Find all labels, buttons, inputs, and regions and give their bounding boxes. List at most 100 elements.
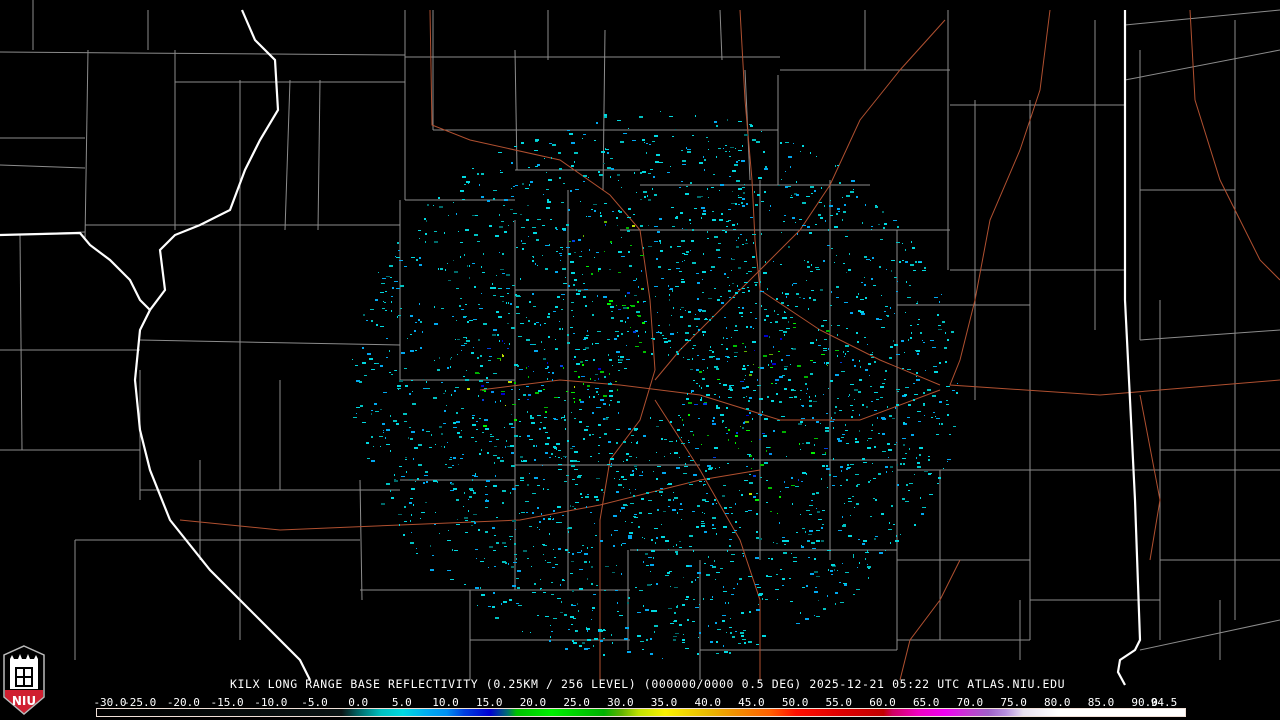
echo-pixel bbox=[670, 623, 674, 624]
echo-pixel bbox=[882, 418, 886, 420]
echo-pixel bbox=[642, 139, 645, 141]
echo-pixel bbox=[515, 485, 519, 486]
echo-pixel bbox=[714, 447, 718, 449]
echo-pixel bbox=[626, 359, 630, 360]
echo-pixel bbox=[465, 304, 467, 305]
echo-pixel bbox=[382, 308, 385, 309]
echo-pixel bbox=[561, 309, 563, 310]
echo-pixel bbox=[610, 382, 611, 383]
echo-pixel bbox=[837, 165, 839, 166]
echo-pixel bbox=[587, 494, 589, 495]
echo-pixel bbox=[632, 140, 636, 141]
echo-pixel bbox=[391, 310, 392, 312]
echo-pixel bbox=[739, 490, 740, 491]
echo-pixel bbox=[701, 387, 702, 389]
echo-pixel bbox=[633, 331, 636, 333]
echo-pixel bbox=[366, 442, 369, 444]
echo-pixel bbox=[822, 510, 825, 511]
echo-pixel bbox=[444, 232, 445, 234]
echo-pixel bbox=[509, 380, 511, 381]
echo-pixel bbox=[823, 260, 825, 262]
echo-pixel bbox=[899, 261, 901, 263]
echo-pixel bbox=[411, 514, 412, 516]
echo-pixel bbox=[639, 512, 642, 514]
echo-pixel bbox=[877, 417, 878, 419]
echo-pixel bbox=[584, 561, 587, 563]
echo-pixel bbox=[707, 238, 709, 239]
echo-pixel bbox=[890, 307, 891, 309]
echo-pixel bbox=[417, 478, 419, 480]
echo-pixel bbox=[918, 262, 922, 263]
echo-pixel bbox=[748, 641, 752, 643]
echo-pixel bbox=[808, 534, 812, 535]
echo-pixel bbox=[617, 602, 618, 604]
echo-pixel bbox=[842, 197, 843, 198]
echo-pixel bbox=[634, 517, 638, 518]
echo-pixel bbox=[566, 247, 570, 248]
echo-pixel bbox=[809, 530, 813, 532]
echo-pixel bbox=[643, 247, 644, 249]
echo-pixel bbox=[858, 391, 861, 393]
echo-pixel bbox=[492, 334, 496, 336]
echo-pixel bbox=[731, 270, 732, 271]
colorbar-label: -15.0 bbox=[210, 696, 244, 709]
echo-pixel bbox=[374, 363, 376, 364]
echo-pixel bbox=[730, 632, 732, 634]
echo-pixel bbox=[742, 145, 743, 147]
echo-pixel bbox=[460, 190, 464, 192]
echo-pixel bbox=[780, 264, 782, 265]
echo-pixel bbox=[534, 323, 536, 325]
echo-pixel bbox=[735, 203, 737, 205]
echo-pixel bbox=[743, 555, 744, 557]
echo-pixel bbox=[696, 273, 699, 274]
echo-pixel bbox=[539, 390, 540, 392]
echo-pixel bbox=[871, 226, 873, 227]
echo-pixel bbox=[683, 473, 687, 474]
echo-pixel bbox=[411, 532, 412, 533]
echo-pixel bbox=[478, 304, 480, 305]
echo-pixel bbox=[543, 518, 545, 520]
echo-pixel bbox=[907, 297, 911, 298]
echo-pixel bbox=[415, 350, 417, 351]
echo-pixel bbox=[529, 184, 530, 186]
echo-pixel bbox=[677, 512, 678, 514]
echo-pixel bbox=[610, 458, 614, 460]
echo-pixel bbox=[626, 453, 629, 455]
echo-pixel bbox=[761, 201, 764, 202]
echo-pixel bbox=[499, 226, 503, 228]
echo-pixel bbox=[555, 271, 558, 273]
echo-pixel bbox=[884, 311, 886, 312]
echo-pixel bbox=[858, 539, 860, 540]
echo-pixel bbox=[796, 532, 798, 533]
echo-pixel bbox=[705, 501, 709, 502]
county-border bbox=[359, 479, 363, 601]
echo-pixel bbox=[864, 256, 867, 258]
echo-pixel bbox=[746, 430, 750, 431]
echo-pixel bbox=[914, 474, 915, 475]
echo-pixel bbox=[755, 557, 759, 559]
echo-pixel bbox=[716, 653, 719, 654]
echo-pixel bbox=[618, 370, 620, 371]
echo-pixel bbox=[574, 418, 576, 419]
echo-pixel bbox=[773, 261, 774, 262]
echo-pixel bbox=[813, 362, 816, 363]
echo-pixel bbox=[558, 450, 561, 451]
echo-pixel bbox=[709, 350, 712, 351]
echo-pixel bbox=[545, 443, 549, 445]
echo-pixel bbox=[920, 497, 921, 499]
echo-pixel bbox=[557, 397, 560, 398]
echo-pixel bbox=[732, 636, 735, 638]
county-border bbox=[1139, 619, 1280, 651]
echo-pixel bbox=[556, 443, 560, 445]
echo-pixel bbox=[583, 296, 586, 298]
echo-pixel bbox=[450, 366, 451, 368]
echo-pixel bbox=[648, 199, 651, 201]
echo-pixel bbox=[779, 496, 781, 498]
echo-pixel bbox=[939, 423, 940, 425]
echo-pixel bbox=[761, 233, 762, 235]
echo-pixel bbox=[857, 341, 859, 343]
echo-pixel bbox=[669, 299, 670, 301]
echo-pixel bbox=[679, 547, 682, 548]
echo-pixel bbox=[709, 356, 713, 358]
echo-pixel bbox=[566, 391, 568, 392]
